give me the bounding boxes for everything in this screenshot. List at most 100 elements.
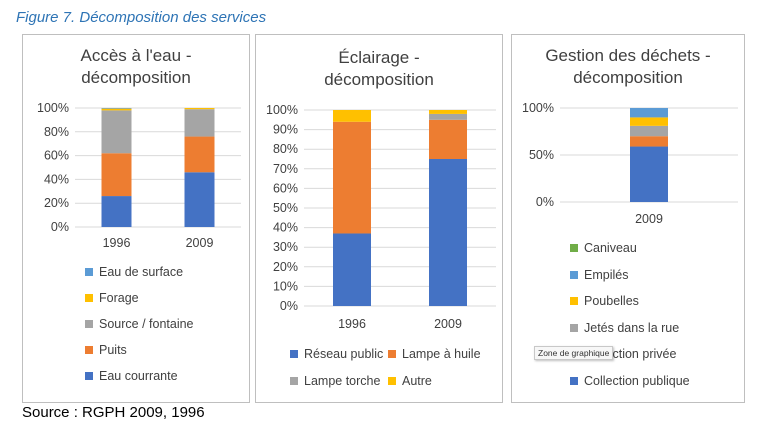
chart-title-line-2: décomposition xyxy=(81,68,191,87)
lighting-bar-chart: 0% 10% 20% 30% 40% 50% 60% 70% 80% 90% 100% 1996 200… xyxy=(266,103,496,331)
y-tick-label: 60% xyxy=(273,181,298,195)
y-tick-label: 100% xyxy=(522,101,554,115)
legend-swatch xyxy=(85,320,93,328)
legend-swatch xyxy=(570,376,578,385)
legend-swatch xyxy=(85,294,93,302)
legend-label: Puits xyxy=(99,343,127,357)
y-tick-label: 80% xyxy=(273,142,298,156)
bar-segment xyxy=(429,119,467,159)
legend-swatch xyxy=(388,350,396,358)
y-tick-label: 0% xyxy=(280,299,298,313)
source-note: Source : RGPH 2009, 1996 xyxy=(22,404,205,421)
bar-segment xyxy=(630,136,668,147)
y-tick-label: 20% xyxy=(44,196,69,210)
legend-item: Jetés dans la rue xyxy=(570,321,679,335)
bar-segment xyxy=(101,108,132,109)
bar-segment xyxy=(184,109,215,137)
legend-label: Caniveau xyxy=(584,241,637,255)
legend-label: Autre xyxy=(402,374,432,388)
legend-swatch xyxy=(85,346,93,354)
legend-label: Lampe à huile xyxy=(402,347,481,361)
bar-segment xyxy=(630,125,668,137)
bar-segment xyxy=(630,146,668,202)
waste-bar-chart: 0% 50% 100% 2009 xyxy=(522,101,738,226)
legend-swatch xyxy=(570,270,578,279)
x-category-label: 2009 xyxy=(434,317,462,331)
y-tick-label: 90% xyxy=(273,123,298,137)
legend-swatch xyxy=(570,297,578,305)
legend-label: Empilés xyxy=(584,267,629,282)
legend-label: Forage xyxy=(99,291,139,305)
bar-segment xyxy=(101,196,132,227)
x-category-label: 1996 xyxy=(338,317,366,331)
legend-label: Lampe torche xyxy=(304,374,381,388)
legend-item: Réseau public xyxy=(290,347,383,361)
legend-swatch xyxy=(290,377,298,385)
chart-title-line-2: décomposition xyxy=(324,70,434,89)
y-tick-label: 50% xyxy=(273,201,298,215)
legend-item: Puits xyxy=(85,343,127,357)
legend-item: Caniveau xyxy=(570,241,637,255)
chart-panel-water[interactable]: Accès à l'eau - décomposition 0% 20% 40% 60… xyxy=(22,34,250,403)
chart-title-line-1: Éclairage - xyxy=(338,48,420,67)
y-tick-label: 40% xyxy=(44,172,69,186)
y-tick-label: 60% xyxy=(44,149,69,163)
bar-segment xyxy=(630,108,668,118)
y-tick-label: 20% xyxy=(273,260,298,274)
bar-segment xyxy=(429,113,467,120)
chart-title-line-2: décomposition xyxy=(573,68,683,87)
y-tick-label: 100% xyxy=(37,101,69,115)
figure-title: Figure 7. Décomposition des services xyxy=(16,9,267,26)
chart-panel-waste[interactable]: Gestion des déchets - décomposition 0% 50… xyxy=(511,34,745,403)
y-tick-label: 100% xyxy=(266,103,298,117)
legend-item: Lampe torche xyxy=(290,374,380,388)
legend-label: Source / fontaine xyxy=(99,317,194,331)
x-category-label: 2009 xyxy=(186,236,214,250)
bar-segment xyxy=(630,117,668,126)
bar-segment xyxy=(333,110,371,122)
legend-item: Forage xyxy=(85,291,139,305)
bar-segment xyxy=(101,110,132,154)
y-tick-label: 0% xyxy=(51,220,69,234)
legend-swatch xyxy=(290,350,298,358)
legend-item: Autre xyxy=(388,374,432,388)
legend-item: Eau courrante xyxy=(85,369,178,383)
y-tick-label: 80% xyxy=(44,125,69,139)
chart-area-tooltip: Zone de graphique xyxy=(534,346,614,360)
bar-segment xyxy=(101,153,132,197)
bar-segment xyxy=(184,108,215,110)
legend-item: Eau de surface xyxy=(85,265,183,279)
bar-segment xyxy=(333,121,371,234)
legend-swatch xyxy=(388,377,396,385)
y-tick-label: 70% xyxy=(273,162,298,176)
bar-segment xyxy=(101,108,132,111)
legend-item: Empilés xyxy=(570,268,628,282)
y-tick-label: 0% xyxy=(536,195,554,209)
bar-segment xyxy=(184,136,215,173)
legend-swatch xyxy=(570,323,578,332)
y-tick-label: 10% xyxy=(273,279,298,293)
bar-segment xyxy=(429,159,467,306)
y-tick-label: 50% xyxy=(529,148,554,162)
bar-segment xyxy=(429,110,467,114)
chart-panel-lighting[interactable]: Éclairage - décomposition 0% 10% 20% 30% 40%… xyxy=(255,34,503,403)
chart-title-line-1: Accès à l'eau - xyxy=(80,46,192,65)
legend-item: Source / fontaine xyxy=(85,317,194,331)
legend-item: Poubelles xyxy=(570,294,639,308)
water-bar-chart: 0% 20% 40% 60% 80% 100% 1996 2009 xyxy=(37,101,241,250)
bar-segment xyxy=(333,233,371,306)
legend-label: Collection publique xyxy=(584,373,690,388)
legend-item: Lampe à huile xyxy=(388,347,481,361)
legend-label: Eau de surface xyxy=(99,265,184,279)
legend-label: Jetés dans la rue xyxy=(584,320,680,335)
y-tick-label: 30% xyxy=(273,240,298,254)
x-category-label: 2009 xyxy=(635,212,663,226)
legend-label: Réseau public xyxy=(304,347,384,361)
y-tick-label: 40% xyxy=(273,221,298,235)
legend-label: Eau courrante xyxy=(99,369,178,383)
legend-swatch xyxy=(85,268,93,276)
legend-item: Collection publique xyxy=(570,374,690,388)
x-category-label: 1996 xyxy=(103,236,131,250)
bar-segment xyxy=(184,172,215,227)
legend-label: Poubelles xyxy=(584,294,639,308)
